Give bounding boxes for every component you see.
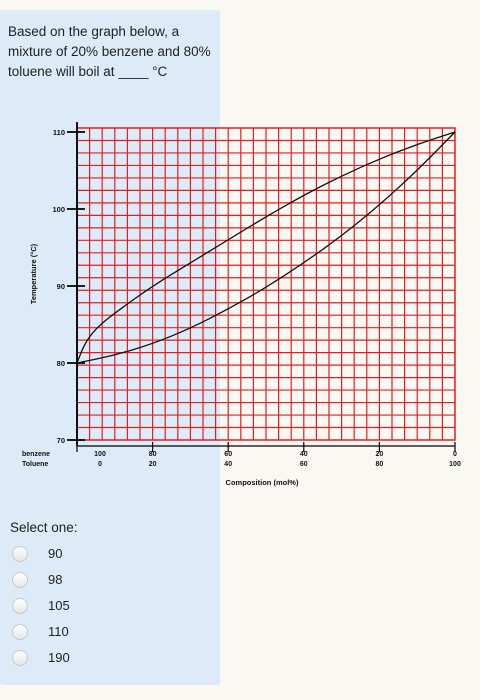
option-4[interactable]: 110: [0, 621, 220, 645]
y-axis-title: Temperature (°C): [29, 243, 38, 304]
radio-button[interactable]: [12, 650, 28, 666]
y-tick-label: 70: [57, 436, 65, 445]
benzene-tick-label: 100: [94, 451, 106, 458]
y-tick-label: 90: [57, 282, 65, 291]
toluene-tick-label: 100: [449, 461, 461, 468]
benzene-axis-label: benzene: [22, 451, 50, 458]
toluene-tick-label: 0: [98, 461, 102, 468]
radio-button[interactable]: [12, 624, 28, 640]
toluene-tick-label: 80: [376, 461, 384, 468]
series-line: [76, 131, 456, 364]
option-label: 98: [48, 572, 63, 587]
y-tick-label: 80: [57, 359, 65, 368]
select-one-label: Select one:: [10, 520, 78, 535]
benzene-tick-label: 0: [453, 451, 457, 458]
option-2[interactable]: 98: [0, 569, 220, 593]
y-tick-label: 110: [53, 128, 65, 137]
question-text: Based on the graph below, a mixture of 2…: [8, 24, 211, 79]
toluene-axis-label: Toluene: [22, 461, 48, 468]
benzene-tick-label: 80: [149, 451, 157, 458]
toluene-tick-label: 60: [300, 461, 308, 468]
benzene-tick-label: 40: [300, 451, 308, 458]
toluene-tick-label: 40: [224, 461, 232, 468]
option-5[interactable]: 190: [0, 647, 220, 671]
x-axis-title: Composition (mol%): [226, 478, 299, 487]
question-card: Based on the graph below, a mixture of 2…: [0, 10, 220, 685]
y-tick-label: 100: [52, 205, 65, 214]
toluene-tick-label: 20: [149, 461, 157, 468]
phase-diagram-svg: 70 80 90 100 110 100 0 80 20 60 40 40 60 20 80 0 100 benz…: [22, 122, 461, 487]
option-label: 90: [48, 546, 63, 561]
option-1[interactable]: 90: [0, 543, 220, 567]
option-label: 105: [48, 598, 70, 613]
phase-diagram-chart: 70 80 90 100 110 100 0 80 20 60 40 40 60 20 80 0 100 benz…: [0, 108, 480, 508]
benzene-tick-label: 20: [376, 451, 384, 458]
benzene-tick-label: 60: [224, 451, 232, 458]
radio-button[interactable]: [12, 546, 28, 562]
option-3[interactable]: 105: [0, 595, 220, 619]
option-label: 110: [48, 624, 69, 639]
option-label: 190: [48, 650, 70, 665]
series-line: [76, 131, 456, 364]
radio-button[interactable]: [12, 572, 28, 588]
radio-button[interactable]: [12, 598, 28, 614]
